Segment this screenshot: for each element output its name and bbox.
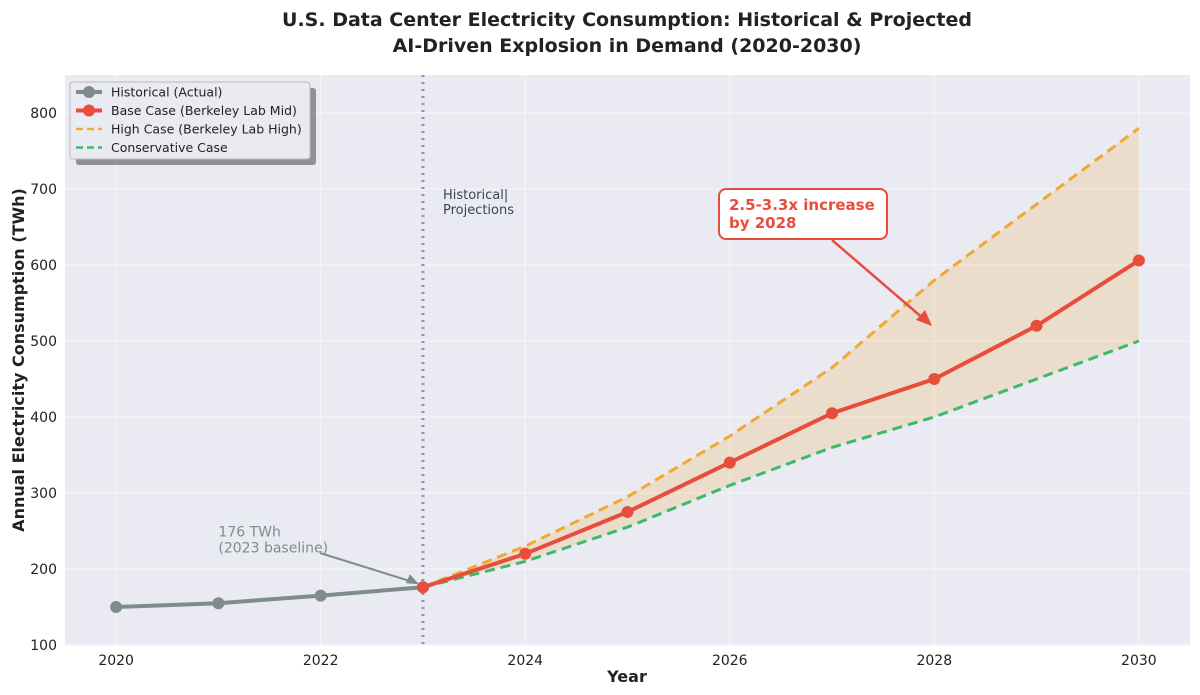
legend-marker: [83, 104, 95, 117]
base-case-point: [1030, 319, 1043, 332]
y-tick-label: 200: [30, 562, 57, 578]
legend-label: Historical (Actual): [111, 85, 222, 100]
increase-annotation-box: [718, 188, 888, 240]
high-case-line: [422, 126, 1140, 589]
base-case-point: [1132, 254, 1145, 267]
baseline-arrow: [319, 552, 418, 585]
y-tick-label: 600: [30, 258, 57, 274]
base-case-point: [723, 456, 736, 469]
base-case-point: [928, 373, 941, 385]
baseline-annotation-line1: 176 TWh: [218, 524, 280, 540]
x-tick-label: 2028: [916, 653, 952, 669]
increase-arrow: [831, 239, 926, 321]
divider-label-line2: Projections: [443, 203, 514, 218]
x-axis-label: Year: [606, 667, 647, 686]
historical-point: [314, 589, 327, 602]
legend-marker: [83, 86, 95, 98]
base-case-line: [422, 258, 1140, 590]
y-tick-label: 800: [30, 106, 57, 122]
x-tick-label: 2020: [98, 653, 134, 669]
chart-title-line1: U.S. Data Center Electricity Consumption…: [282, 9, 972, 31]
plot-area: [65, 75, 1190, 645]
historical-point: [110, 601, 123, 613]
base-case-point: [519, 547, 532, 560]
uncertainty-band: [422, 128, 1139, 588]
x-tick-label: 2022: [303, 653, 339, 669]
legend: Historical (Actual) Base Case (Berkeley L…: [69, 81, 316, 165]
historical-line: [116, 585, 424, 609]
increase-arrowhead: [916, 310, 932, 326]
base-case-point: [826, 407, 839, 420]
historical-point: [212, 597, 225, 610]
increase-annotation-line2: by 2028: [729, 214, 797, 232]
y-tick-label: 100: [30, 638, 57, 654]
divider-label-line1: Historical|: [443, 188, 508, 203]
conservative-case-line: [422, 339, 1140, 589]
x-tick-label: 2030: [1121, 653, 1157, 669]
chart-title-line2: AI-Driven Explosion in Demand (2020-2030…: [393, 35, 862, 57]
base-case-point: [416, 581, 429, 594]
y-tick-label: 400: [30, 410, 57, 426]
y-tick-label: 700: [30, 182, 57, 198]
increase-annotation-line1: 2.5-3.3x increase: [729, 196, 875, 214]
legend-label: Conservative Case: [111, 140, 228, 155]
y-tick-label: 300: [30, 486, 57, 502]
y-axis-label: Annual Electricity Consumption (TWh): [9, 188, 28, 532]
x-tick-label: 2026: [712, 653, 748, 669]
legend-label: Base Case (Berkeley Lab Mid): [111, 103, 297, 118]
legend-label: High Case (Berkeley Lab High): [111, 122, 302, 137]
y-tick-label: 500: [30, 334, 57, 350]
baseline-annotation-line2: (2023 baseline): [218, 540, 328, 556]
baseline-arrowhead: [405, 574, 419, 585]
x-tick-label: 2024: [507, 653, 543, 669]
base-case-point: [621, 506, 634, 518]
